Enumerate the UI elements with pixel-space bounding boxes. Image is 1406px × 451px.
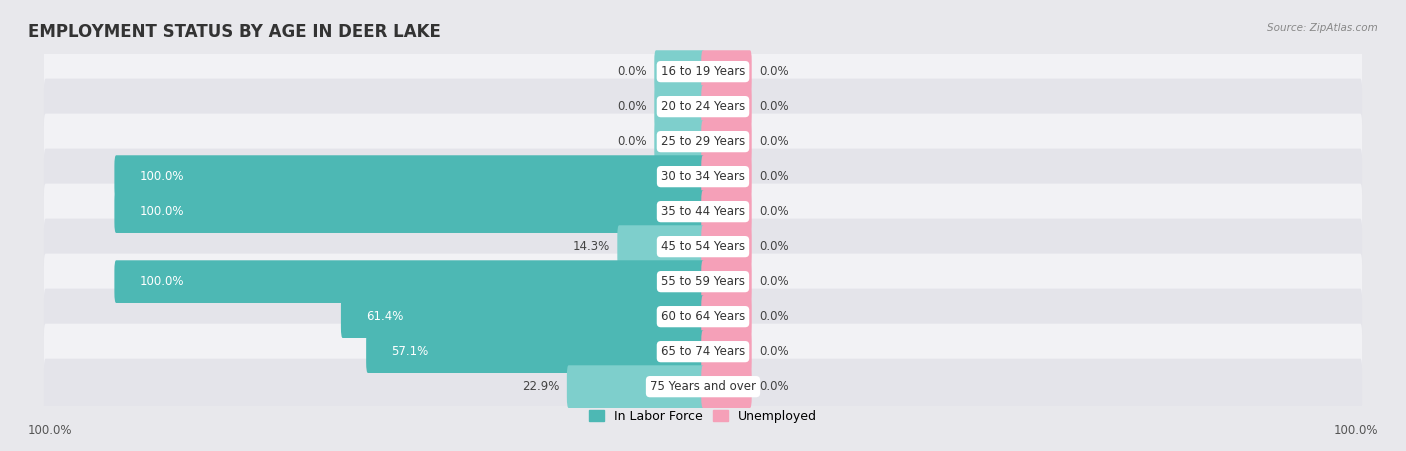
Text: 100.0%: 100.0% [139, 275, 184, 288]
FancyBboxPatch shape [702, 190, 752, 233]
Text: 14.3%: 14.3% [574, 240, 610, 253]
Text: EMPLOYMENT STATUS BY AGE IN DEER LAKE: EMPLOYMENT STATUS BY AGE IN DEER LAKE [28, 23, 441, 41]
FancyBboxPatch shape [44, 44, 1362, 100]
FancyBboxPatch shape [44, 289, 1362, 345]
FancyBboxPatch shape [654, 50, 704, 93]
Text: 75 Years and over: 75 Years and over [650, 380, 756, 393]
Text: 0.0%: 0.0% [759, 240, 789, 253]
FancyBboxPatch shape [44, 219, 1362, 275]
FancyBboxPatch shape [114, 155, 704, 198]
FancyBboxPatch shape [702, 365, 752, 408]
Text: 45 to 54 Years: 45 to 54 Years [661, 240, 745, 253]
Text: 35 to 44 Years: 35 to 44 Years [661, 205, 745, 218]
FancyBboxPatch shape [44, 114, 1362, 170]
FancyBboxPatch shape [702, 226, 752, 268]
FancyBboxPatch shape [702, 120, 752, 163]
FancyBboxPatch shape [114, 190, 704, 233]
FancyBboxPatch shape [702, 50, 752, 93]
Text: 0.0%: 0.0% [759, 100, 789, 113]
FancyBboxPatch shape [702, 260, 752, 303]
FancyBboxPatch shape [340, 295, 704, 338]
Text: 0.0%: 0.0% [617, 100, 647, 113]
FancyBboxPatch shape [366, 330, 704, 373]
Text: 0.0%: 0.0% [759, 205, 789, 218]
FancyBboxPatch shape [44, 78, 1362, 135]
FancyBboxPatch shape [44, 149, 1362, 205]
FancyBboxPatch shape [702, 85, 752, 128]
Text: 60 to 64 Years: 60 to 64 Years [661, 310, 745, 323]
Text: 57.1%: 57.1% [391, 345, 429, 358]
Text: 30 to 34 Years: 30 to 34 Years [661, 170, 745, 183]
FancyBboxPatch shape [654, 85, 704, 128]
Text: 0.0%: 0.0% [759, 345, 789, 358]
Text: Source: ZipAtlas.com: Source: ZipAtlas.com [1267, 23, 1378, 32]
FancyBboxPatch shape [654, 120, 704, 163]
Text: 100.0%: 100.0% [139, 170, 184, 183]
Text: 25 to 29 Years: 25 to 29 Years [661, 135, 745, 148]
FancyBboxPatch shape [702, 330, 752, 373]
Text: 100.0%: 100.0% [28, 424, 73, 437]
Text: 22.9%: 22.9% [523, 380, 560, 393]
FancyBboxPatch shape [567, 365, 704, 408]
Text: 100.0%: 100.0% [1333, 424, 1378, 437]
FancyBboxPatch shape [114, 260, 704, 303]
Text: 0.0%: 0.0% [759, 380, 789, 393]
Text: 0.0%: 0.0% [759, 310, 789, 323]
Text: 0.0%: 0.0% [759, 170, 789, 183]
Text: 65 to 74 Years: 65 to 74 Years [661, 345, 745, 358]
Legend: In Labor Force, Unemployed: In Labor Force, Unemployed [583, 405, 823, 428]
FancyBboxPatch shape [702, 155, 752, 198]
Text: 61.4%: 61.4% [366, 310, 404, 323]
Text: 0.0%: 0.0% [617, 135, 647, 148]
Text: 0.0%: 0.0% [617, 65, 647, 78]
Text: 100.0%: 100.0% [139, 205, 184, 218]
FancyBboxPatch shape [617, 226, 704, 268]
Text: 16 to 19 Years: 16 to 19 Years [661, 65, 745, 78]
Text: 0.0%: 0.0% [759, 135, 789, 148]
Text: 0.0%: 0.0% [759, 275, 789, 288]
FancyBboxPatch shape [44, 184, 1362, 239]
Text: 0.0%: 0.0% [759, 65, 789, 78]
FancyBboxPatch shape [702, 295, 752, 338]
Text: 20 to 24 Years: 20 to 24 Years [661, 100, 745, 113]
FancyBboxPatch shape [44, 359, 1362, 414]
FancyBboxPatch shape [44, 253, 1362, 310]
FancyBboxPatch shape [44, 324, 1362, 380]
Text: 55 to 59 Years: 55 to 59 Years [661, 275, 745, 288]
